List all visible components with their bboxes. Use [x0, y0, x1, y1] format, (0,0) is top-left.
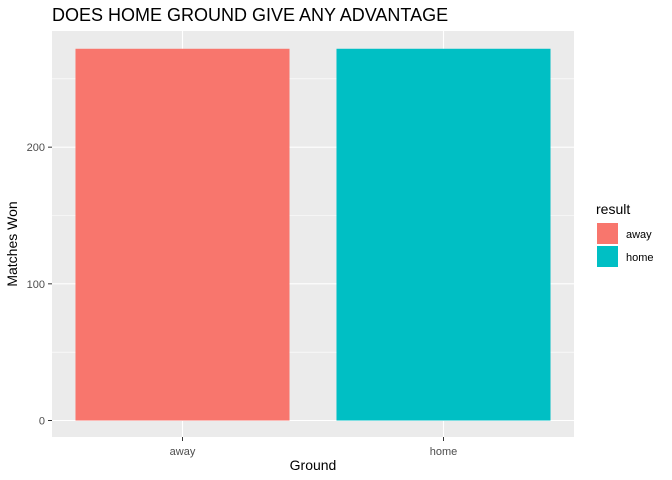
- y-axis: 0 100 200: [27, 142, 52, 428]
- legend-label-away: away: [626, 229, 652, 241]
- bar-home: [336, 48, 551, 421]
- x-tick-label: away: [170, 446, 196, 458]
- legend: result away home: [596, 201, 654, 267]
- bar-away: [75, 48, 290, 421]
- x-tick-label: home: [430, 446, 458, 458]
- y-axis-title: Matches Won: [4, 201, 20, 286]
- y-tick-label: 100: [27, 279, 45, 291]
- bars: [75, 48, 551, 421]
- legend-label-home: home: [626, 252, 654, 264]
- y-tick-label: 0: [39, 416, 45, 428]
- chart-title: DOES HOME GROUND GIVE ANY ADVANTAGE: [52, 5, 448, 25]
- legend-title: result: [596, 201, 630, 217]
- x-axis-title: Ground: [290, 457, 337, 473]
- y-tick-label: 200: [27, 142, 45, 154]
- legend-key-home: [597, 246, 618, 267]
- x-axis: away home: [170, 437, 458, 458]
- legend-key-away: [597, 223, 618, 244]
